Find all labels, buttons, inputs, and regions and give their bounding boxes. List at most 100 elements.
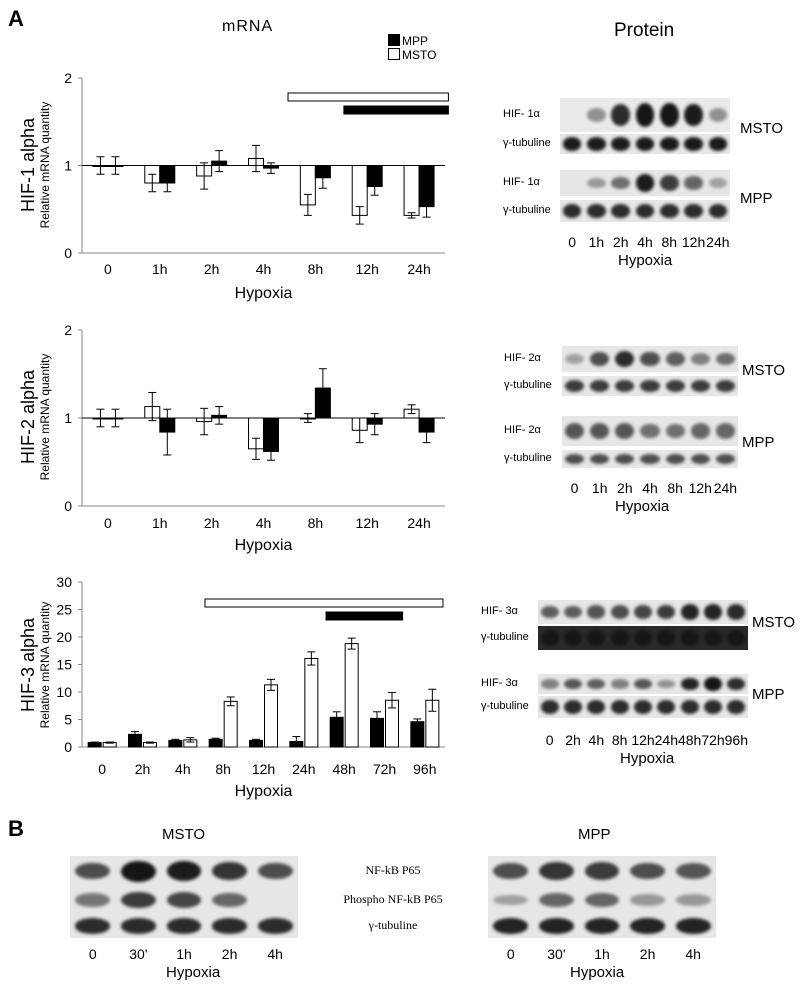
hif2-lane-label: 12h bbox=[688, 480, 712, 496]
hif2-blot-strip-band bbox=[565, 380, 585, 392]
hif3-cell-label-msto: MSTO bbox=[752, 614, 796, 631]
chart1-significance-bar-msto bbox=[287, 92, 449, 102]
hif3-band-label: HIF- 3α bbox=[481, 605, 518, 617]
panel-b-msto-strip-band bbox=[166, 861, 202, 881]
panel-b-mpp-strip-band bbox=[630, 918, 665, 934]
chart1-significance-bar-mpp bbox=[343, 105, 449, 115]
hif3-lane-label: 12h bbox=[631, 732, 655, 748]
chart3-significance-bar-mpp bbox=[325, 611, 404, 621]
hif3-blot-strip-band bbox=[680, 700, 699, 714]
panel-b-msto-strip-band bbox=[212, 861, 247, 881]
chart2-xtick-label: 8h bbox=[308, 515, 324, 531]
hif1-blot-strip-band bbox=[611, 176, 630, 190]
legend-label-msto: MSTO bbox=[402, 48, 437, 62]
panel-b-mpp-strip-band bbox=[539, 861, 574, 881]
hif2-band-label: HIF- 2α bbox=[504, 352, 541, 364]
hif2-blot-strip-band bbox=[565, 453, 585, 465]
panel-b-msto-lane-label: 30' bbox=[129, 946, 148, 962]
hif2-lane-label: 4h bbox=[642, 480, 658, 496]
panel-b-mpp-strip-band bbox=[584, 918, 620, 934]
hif1-band-label: HIF- 1α bbox=[503, 108, 540, 120]
hif1-lane-label: 24h bbox=[706, 234, 730, 250]
hif3-lane-label: 8h bbox=[611, 732, 628, 748]
hif3-blot-strip-band bbox=[587, 630, 606, 646]
hif1-blot-strip-band bbox=[684, 176, 703, 190]
hif2-blot-strip-band bbox=[665, 352, 685, 366]
hif3-blot-strip-band bbox=[704, 630, 722, 646]
hif2-lane-label: 1h bbox=[591, 480, 608, 496]
legend-swatch-msto bbox=[388, 48, 400, 60]
panel-b-msto-strip bbox=[70, 914, 298, 938]
hif1-band-label: γ-tubuline bbox=[503, 204, 551, 216]
hif3-blot-strip-band bbox=[540, 700, 559, 714]
panel-b-msto-strip bbox=[70, 856, 298, 886]
hif1-lane-label: 1h bbox=[588, 234, 605, 250]
hif1-lane-label: 4h bbox=[637, 234, 653, 250]
chart3-xtick-label: 2h bbox=[135, 761, 151, 777]
hif3-lane-label: 96h bbox=[724, 732, 748, 748]
panel-b-mpp-strip-band bbox=[493, 918, 529, 934]
hif1-lane-label: 2h bbox=[612, 234, 629, 250]
legend-item-msto: MSTO bbox=[388, 48, 436, 62]
hif1-blot-strip-band bbox=[708, 137, 728, 151]
hif3-lane-label: 2h bbox=[565, 732, 581, 748]
panel-b-mpp-hypoxia-label: Hypoxia bbox=[570, 964, 625, 981]
chart3-ytick-label: 10 bbox=[56, 684, 72, 700]
hif3-blot-strip-band bbox=[610, 700, 629, 714]
hif1-blot-strip-band bbox=[684, 137, 703, 151]
panel-b-msto-strip bbox=[70, 886, 298, 914]
hif3-lane-label: 4h bbox=[588, 732, 605, 748]
hif3-band-label: γ-tubuline bbox=[481, 700, 529, 712]
panel-b-band-label: γ-tubuline bbox=[368, 918, 418, 932]
legend: MPP MSTO bbox=[388, 34, 436, 62]
panel-b-mpp-lane-label: 1h bbox=[594, 946, 610, 962]
hif2-blot-strip bbox=[562, 416, 738, 446]
panel-b-msto-lane-label: 1h bbox=[176, 946, 192, 962]
hif3-lane-label: 0 bbox=[545, 732, 554, 748]
hif2-blot-strip bbox=[562, 346, 738, 372]
legend-swatch-mpp bbox=[388, 34, 400, 46]
hif3-blot-strip-band bbox=[680, 630, 699, 646]
hif3-blot-strip-band bbox=[634, 605, 652, 619]
hif1-lane-label: 12h bbox=[681, 234, 706, 250]
hif2-blot-strip-band bbox=[590, 422, 610, 440]
chart3-xtick-label: 72h bbox=[373, 761, 396, 777]
hif3-blot-strip-band bbox=[610, 679, 629, 689]
chart2-xtick-label: 12h bbox=[356, 515, 379, 531]
hif2-blot-strip-band bbox=[615, 380, 635, 392]
hif1-band-label: HIF- 1α bbox=[503, 176, 540, 188]
hif3-blot-strip-band bbox=[540, 630, 559, 646]
panel-b-mpp-strip-band bbox=[493, 862, 529, 880]
chart1-ytick-label: 2 bbox=[64, 70, 72, 86]
hif1-blot-strip-band bbox=[587, 107, 606, 123]
hif2-blot-strip-band bbox=[565, 353, 585, 364]
chart1-xtick-label: 2h bbox=[204, 261, 220, 277]
hif2-blot-strip-band bbox=[615, 350, 635, 368]
hif1-blot-strip-band bbox=[684, 204, 703, 218]
hif1-hypoxia-label: Hypoxia bbox=[618, 252, 673, 269]
chart1-ytick-label: 0 bbox=[64, 245, 72, 261]
chart3-xtick-label: 8h bbox=[215, 761, 231, 777]
hif3-blot-strip-band bbox=[657, 679, 676, 689]
mrna-title: mRNA bbox=[222, 18, 274, 35]
chart1-xtick-label: 8h bbox=[308, 261, 324, 277]
panel-b-mpp-strip-band bbox=[584, 892, 620, 908]
chart3-ytick-label: 20 bbox=[56, 629, 72, 645]
hif1-lane-label: 8h bbox=[661, 234, 678, 250]
hif2-band-label: HIF- 2α bbox=[504, 424, 541, 436]
panel-b-mpp-strip-band bbox=[675, 918, 711, 934]
panel-b-mpp-lane-label: 4h bbox=[685, 946, 701, 962]
hif1-blot-strip-band bbox=[660, 175, 679, 191]
hif3-band-label: HIF- 3α bbox=[481, 677, 518, 689]
chart2-xtick-label: 0 bbox=[104, 515, 112, 531]
hif2-hypoxia-label: Hypoxia bbox=[615, 498, 670, 515]
hif3-lane-label: 48h bbox=[677, 732, 702, 748]
hif1-blot-strip bbox=[560, 134, 730, 154]
hif1-cell-label-mpp: MPP bbox=[740, 190, 773, 207]
chart1-ytick-label: 1 bbox=[64, 158, 72, 174]
protein-title: Protein bbox=[614, 20, 675, 41]
panel-b-msto-strip-band bbox=[75, 918, 111, 934]
hif3-blot-strip-band bbox=[587, 700, 606, 714]
hif2-blot-strip-band bbox=[640, 351, 660, 367]
